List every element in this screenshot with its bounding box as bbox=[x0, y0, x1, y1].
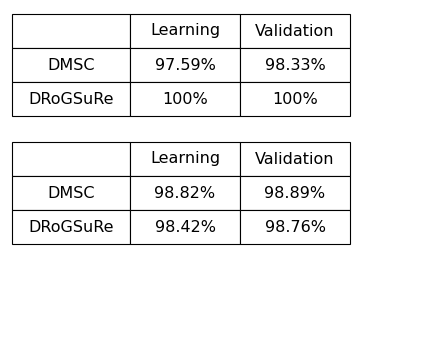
Text: DRoGSuRe: DRoGSuRe bbox=[28, 219, 114, 235]
Bar bbox=[240, 14, 350, 48]
Text: 98.33%: 98.33% bbox=[265, 58, 325, 72]
Bar bbox=[130, 82, 240, 116]
Text: 100%: 100% bbox=[162, 92, 208, 106]
Bar bbox=[240, 210, 350, 244]
Text: Validation: Validation bbox=[255, 24, 335, 38]
Bar bbox=[12, 210, 130, 244]
Text: Learning: Learning bbox=[150, 152, 220, 167]
Bar bbox=[130, 142, 240, 176]
Text: 98.76%: 98.76% bbox=[264, 219, 325, 235]
Bar bbox=[12, 82, 130, 116]
Bar bbox=[12, 142, 130, 176]
Bar bbox=[12, 14, 130, 48]
Text: Validation: Validation bbox=[255, 152, 335, 167]
Bar bbox=[240, 142, 350, 176]
Text: 97.59%: 97.59% bbox=[155, 58, 216, 72]
Bar bbox=[130, 14, 240, 48]
Text: 98.42%: 98.42% bbox=[155, 219, 216, 235]
Bar bbox=[130, 176, 240, 210]
Text: 98.82%: 98.82% bbox=[154, 185, 216, 201]
Text: 100%: 100% bbox=[272, 92, 318, 106]
Bar bbox=[130, 210, 240, 244]
Text: Learning: Learning bbox=[150, 24, 220, 38]
Bar bbox=[12, 48, 130, 82]
Bar bbox=[240, 82, 350, 116]
Bar bbox=[12, 176, 130, 210]
Bar bbox=[130, 48, 240, 82]
Bar bbox=[240, 48, 350, 82]
Text: DMSC: DMSC bbox=[47, 185, 95, 201]
Bar bbox=[240, 176, 350, 210]
Text: DRoGSuRe: DRoGSuRe bbox=[28, 92, 114, 106]
Text: 98.89%: 98.89% bbox=[264, 185, 326, 201]
Text: DMSC: DMSC bbox=[47, 58, 95, 72]
